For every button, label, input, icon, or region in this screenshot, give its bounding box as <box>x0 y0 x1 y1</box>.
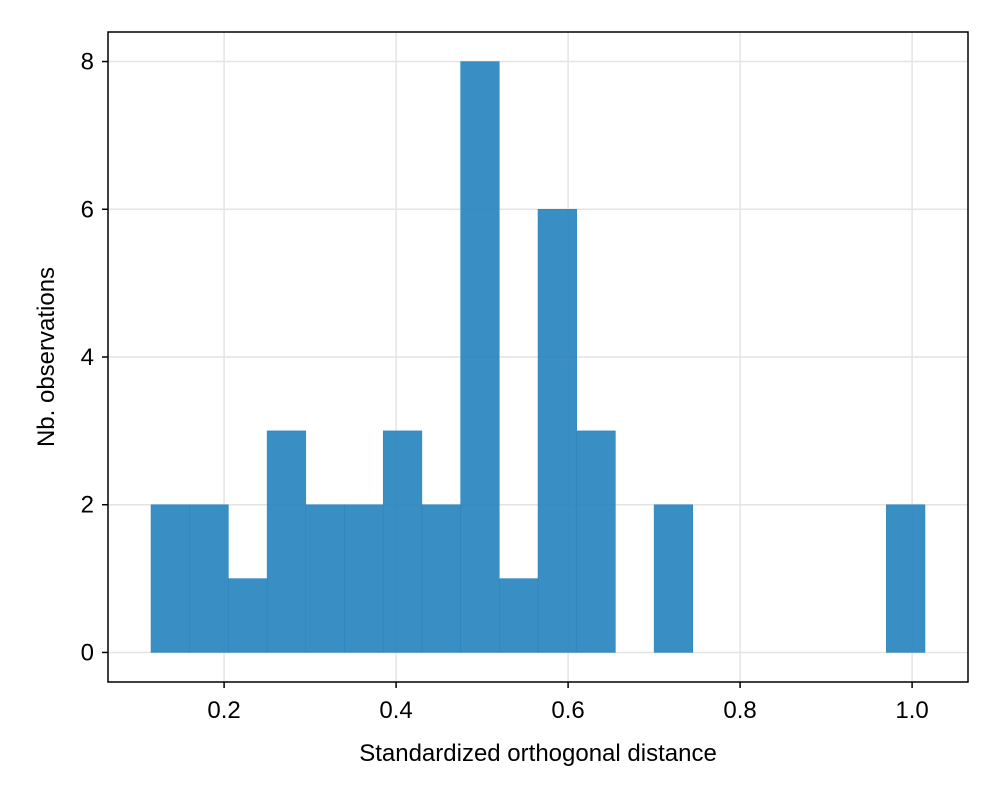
tick-layer: 0.2 0.4 0.6 0.8 1.0 0 2 4 6 8 <box>81 49 929 724</box>
histogram-bar <box>537 209 577 653</box>
histogram-bar <box>266 430 307 653</box>
y-tick-label: 6 <box>81 196 94 223</box>
histogram-bar <box>886 504 926 653</box>
histogram-bar <box>305 504 345 653</box>
x-tick-label: 0.4 <box>379 697 412 724</box>
y-tick-label: 0 <box>81 639 94 666</box>
x-tick-label: 1.0 <box>895 697 928 724</box>
histogram-bar <box>150 504 190 653</box>
histogram-bar <box>344 504 384 653</box>
bar-layer <box>150 61 926 653</box>
y-axis-title: Nb. observations <box>33 267 60 447</box>
x-tick-label: 0.6 <box>551 697 584 724</box>
x-tick-label: 0.8 <box>723 697 756 724</box>
x-axis-title: Standardized orthogonal distance <box>359 740 717 767</box>
x-tick-label: 0.2 <box>207 697 240 724</box>
histogram-bar <box>653 504 694 653</box>
histogram-bar <box>576 430 616 653</box>
histogram-bar <box>421 504 461 653</box>
y-tick-label: 2 <box>81 492 94 519</box>
histogram-bar <box>189 504 229 653</box>
y-tick-label: 4 <box>81 344 94 371</box>
histogram-bar <box>228 578 268 653</box>
histogram-bar <box>460 61 500 653</box>
y-tick-label: 8 <box>81 49 94 76</box>
histogram-bar <box>382 430 423 653</box>
histogram-bar <box>499 578 539 653</box>
